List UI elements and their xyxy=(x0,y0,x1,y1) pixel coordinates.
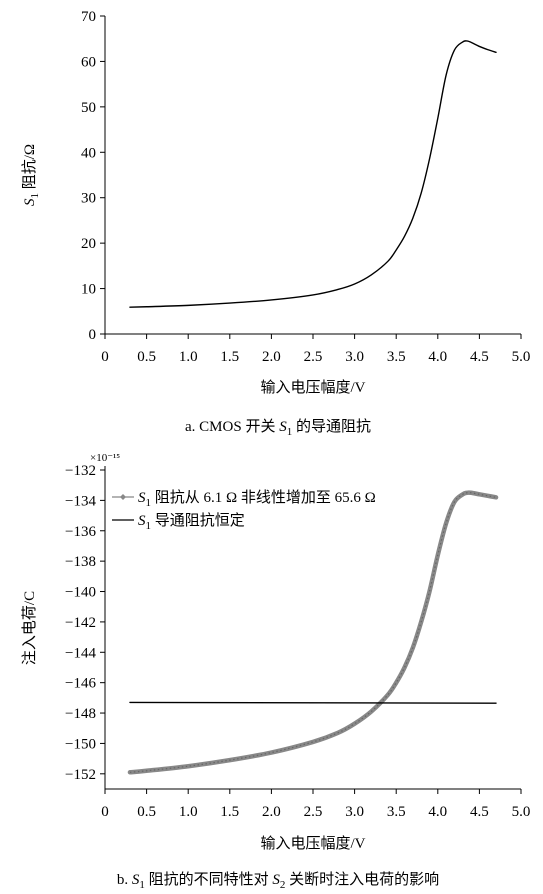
chart-b-caption: b. S1 阻抗的不同特性对 S2 关断时注入电荷的影响 xyxy=(117,871,439,891)
x-tick-label: 1.0 xyxy=(179,804,198,820)
x-tick-label: 1.0 xyxy=(179,349,198,365)
x-tick-label: 3.5 xyxy=(387,804,406,820)
x-tick-label: 0 xyxy=(101,349,109,365)
chart-a-axes xyxy=(104,16,521,335)
chart-a-x-label: 输入电压幅度/V xyxy=(260,379,365,396)
x-tick-label: 4.0 xyxy=(428,804,447,820)
x-tick-label: 3.5 xyxy=(387,349,406,365)
legend-label-constant: S1 导通阻抗恒定 xyxy=(138,512,245,532)
chart-a-series xyxy=(129,40,497,308)
chart-b-x-ticks: 0 0.5 1.0 1.5 2.0 2.5 3.0 3.5 4.0 4.5 5.0 xyxy=(101,789,530,820)
chart-b-y-ticks: −132 −134 −136 −138 −140 −142 −144 −146 −148 −150… xyxy=(65,463,105,783)
x-tick-label: 4.5 xyxy=(470,804,489,820)
x-tick-label: 1.5 xyxy=(220,804,239,820)
y-tick-label: 10 xyxy=(81,282,96,298)
x-tick-label: 4.0 xyxy=(428,349,447,365)
x-tick-label: 0 xyxy=(101,804,109,820)
y-tick-label: 30 xyxy=(81,191,96,207)
series-line-0 xyxy=(127,490,499,775)
y-tick-label: −140 xyxy=(65,585,96,601)
y-tick-label: −136 xyxy=(65,524,96,540)
x-tick-label: 2.0 xyxy=(262,349,281,365)
x-tick-label: 5.0 xyxy=(512,804,531,820)
y-tick-label: 40 xyxy=(81,145,96,161)
series-marker-texture-0 xyxy=(129,491,497,773)
chart-b-series xyxy=(127,490,499,775)
y-tick-label: −144 xyxy=(65,645,96,661)
chart-b-legend: S1 阻抗从 6.1 Ω 非线性增加至 65.6 Ω S1 导通阻抗恒定 xyxy=(112,489,376,532)
y-tick-label: 70 xyxy=(81,9,96,25)
series-line-1 xyxy=(129,701,497,704)
x-tick-label: 5.0 xyxy=(512,349,531,365)
x-tick-label: 0.5 xyxy=(137,349,156,365)
y-tick-label: −142 xyxy=(65,615,96,631)
chart-a-caption: a. CMOS 开关 S1 的导通阻抗 xyxy=(185,418,371,438)
y-tick-label: −134 xyxy=(65,493,96,509)
series-line-0 xyxy=(129,40,497,308)
y-tick-label: 20 xyxy=(81,236,96,252)
y-tick-label: −152 xyxy=(65,767,96,783)
chart-b: 0 0.5 1.0 1.5 2.0 2.5 3.0 3.5 4.0 4.5 5.0 −132 −134… xyxy=(21,452,530,891)
x-tick-label: 4.5 xyxy=(470,349,489,365)
chart-a-x-ticks: 0 0.5 1.0 1.5 2.0 2.5 3.0 3.5 4.0 4.5 5.0 xyxy=(101,334,530,365)
chart-a-y-ticks: 0 10 20 30 40 50 60 70 xyxy=(81,9,105,343)
chart-a: 0 0.5 1.0 1.5 2.0 2.5 3.0 3.5 4.0 4.5 5.0 0 10 20 30 4… xyxy=(21,9,530,438)
chart-b-y-label: 注入电荷/C xyxy=(21,591,38,665)
y-tick-label: −132 xyxy=(65,463,96,479)
legend-item-nonlinear: S1 阻抗从 6.1 Ω 非线性增加至 65.6 Ω xyxy=(112,489,376,509)
y-tick-label: 0 xyxy=(89,327,97,343)
legend-label-nonlinear: S1 阻抗从 6.1 Ω 非线性增加至 65.6 Ω xyxy=(138,489,376,509)
chart-a-y-label: S1 阻抗/Ω xyxy=(21,144,41,206)
y-tick-label: −150 xyxy=(65,736,96,752)
legend-marker-diamond xyxy=(120,494,126,500)
chart-b-x-label: 输入电压幅度/V xyxy=(260,835,365,852)
y-tick-label: −148 xyxy=(65,706,96,722)
x-tick-label: 1.5 xyxy=(220,349,239,365)
chart-b-y-multiplier: ×10⁻¹⁵ xyxy=(90,452,120,464)
x-tick-label: 0.5 xyxy=(137,804,156,820)
y-tick-label: −138 xyxy=(65,554,96,570)
x-tick-label: 2.5 xyxy=(304,804,323,820)
y-tick-label: 60 xyxy=(81,54,96,70)
legend-item-constant: S1 导通阻抗恒定 xyxy=(112,512,245,532)
x-tick-label: 3.0 xyxy=(345,349,364,365)
x-tick-label: 2.5 xyxy=(304,349,323,365)
x-tick-label: 2.0 xyxy=(262,804,281,820)
y-tick-label: −146 xyxy=(65,676,96,692)
y-tick-label: 50 xyxy=(81,100,96,116)
x-tick-label: 3.0 xyxy=(345,804,364,820)
